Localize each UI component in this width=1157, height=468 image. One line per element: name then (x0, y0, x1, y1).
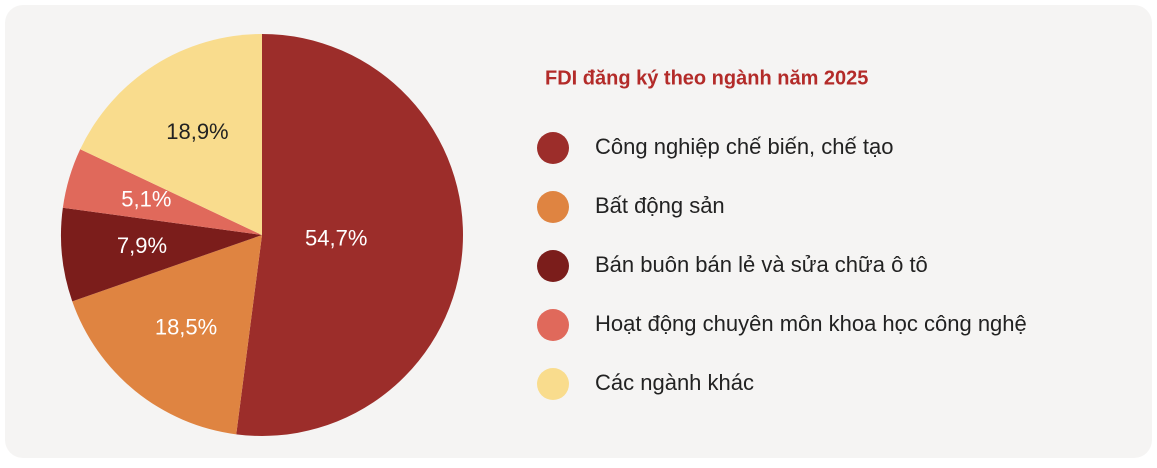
legend-label: Công nghiệp chế biến, chế tạo (595, 134, 893, 159)
legend-label: Các ngành khác (595, 370, 754, 395)
data-label: 18,9% (166, 119, 228, 144)
legend-marker (537, 191, 569, 223)
data-label: 18,5% (155, 314, 217, 339)
legend-label: Bất động sản (595, 193, 725, 218)
pie-slice (72, 235, 262, 435)
pie-slice (60, 207, 262, 302)
data-label: 54,7% (305, 226, 367, 251)
legend-marker (537, 250, 569, 282)
data-label: 7,9% (117, 233, 167, 258)
legend-label: Bán buôn bán lẻ và sửa chữa ô tô (595, 252, 928, 277)
legend-marker (537, 368, 569, 400)
chart-title: FDI đăng ký theo ngành năm 2025 (545, 67, 868, 89)
pie-slice (62, 149, 262, 235)
pie-slice (80, 34, 263, 235)
pie-slice (236, 34, 463, 436)
legend-label: Hoạt động chuyên môn khoa học công nghệ (595, 311, 1027, 336)
data-label: 5,1% (121, 187, 171, 212)
legend-marker (537, 132, 569, 164)
legend-marker (537, 309, 569, 341)
